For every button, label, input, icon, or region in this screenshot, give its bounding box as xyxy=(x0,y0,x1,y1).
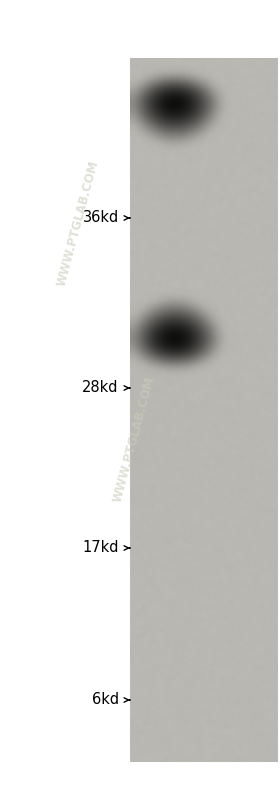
Text: WWW.PTGLAB.COM: WWW.PTGLAB.COM xyxy=(111,375,157,504)
Text: 36kd: 36kd xyxy=(83,210,119,225)
Text: 28kd: 28kd xyxy=(82,380,119,396)
Text: 17kd: 17kd xyxy=(82,540,119,555)
Text: WWW.PTGLAB.COM: WWW.PTGLAB.COM xyxy=(55,159,101,288)
Text: 6kd: 6kd xyxy=(92,693,119,707)
